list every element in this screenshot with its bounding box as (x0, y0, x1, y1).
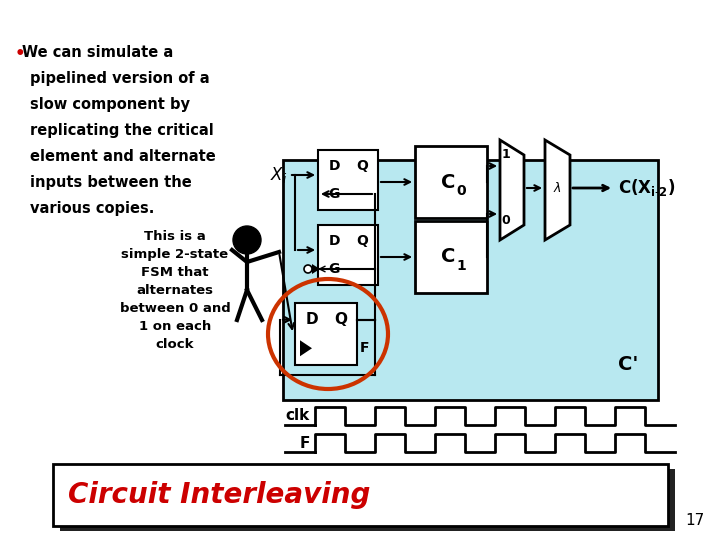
Text: D: D (328, 234, 340, 248)
Circle shape (304, 265, 312, 273)
Text: element and alternate: element and alternate (30, 149, 216, 164)
Text: Circuit Interleaving: Circuit Interleaving (68, 481, 370, 509)
Bar (415, 146, 487, 218)
Polygon shape (300, 340, 312, 356)
Text: 1: 1 (502, 147, 510, 160)
Text: 0: 0 (502, 214, 510, 227)
Bar (283, 160, 658, 400)
Text: slow component by: slow component by (30, 97, 190, 112)
Text: $\mathbf{C(X_{i\text{-}2})}$: $\mathbf{C(X_{i\text{-}2})}$ (618, 178, 675, 199)
Text: C': C' (618, 355, 638, 375)
Text: $\mathbf{C}$: $\mathbf{C}$ (440, 247, 455, 267)
Text: G: G (328, 187, 340, 201)
Text: 17: 17 (685, 513, 705, 528)
Text: 1 on each: 1 on each (139, 320, 211, 333)
Bar (318, 225, 378, 285)
Text: FSM that: FSM that (141, 266, 209, 279)
Circle shape (233, 226, 261, 254)
Text: $X_i$: $X_i$ (270, 165, 287, 185)
Text: replicating the critical: replicating the critical (30, 123, 214, 138)
Bar (53, 464, 668, 526)
Polygon shape (500, 140, 524, 240)
Text: We can simulate a: We can simulate a (22, 45, 174, 60)
Text: F: F (300, 435, 310, 450)
Text: various copies.: various copies. (30, 201, 154, 216)
Text: $\mathbf{1}$: $\mathbf{1}$ (456, 259, 467, 273)
Text: simple 2-state: simple 2-state (122, 248, 228, 261)
Text: clock: clock (156, 338, 194, 351)
Text: D: D (305, 312, 318, 327)
Polygon shape (312, 264, 320, 274)
Text: $\lambda$: $\lambda$ (553, 181, 562, 195)
Text: $\mathbf{0}$: $\mathbf{0}$ (456, 184, 467, 198)
Text: Q: Q (356, 234, 368, 248)
Text: clk: clk (286, 408, 310, 423)
Text: F: F (360, 341, 369, 355)
Polygon shape (545, 140, 570, 240)
Text: Q: Q (356, 159, 368, 173)
Bar (295, 303, 357, 365)
Text: alternates: alternates (137, 284, 214, 297)
Text: Q: Q (334, 312, 347, 327)
Text: D: D (328, 159, 340, 173)
Text: inputs between the: inputs between the (30, 175, 192, 190)
Text: between 0 and: between 0 and (120, 302, 230, 315)
Text: •: • (15, 45, 26, 63)
Bar (60, 469, 675, 531)
Text: $\mathbf{C}$: $\mathbf{C}$ (440, 172, 455, 192)
Bar (318, 150, 378, 210)
Bar (415, 221, 487, 293)
Text: pipelined version of a: pipelined version of a (30, 71, 210, 86)
Text: G: G (328, 262, 340, 276)
Text: This is a: This is a (144, 230, 206, 243)
